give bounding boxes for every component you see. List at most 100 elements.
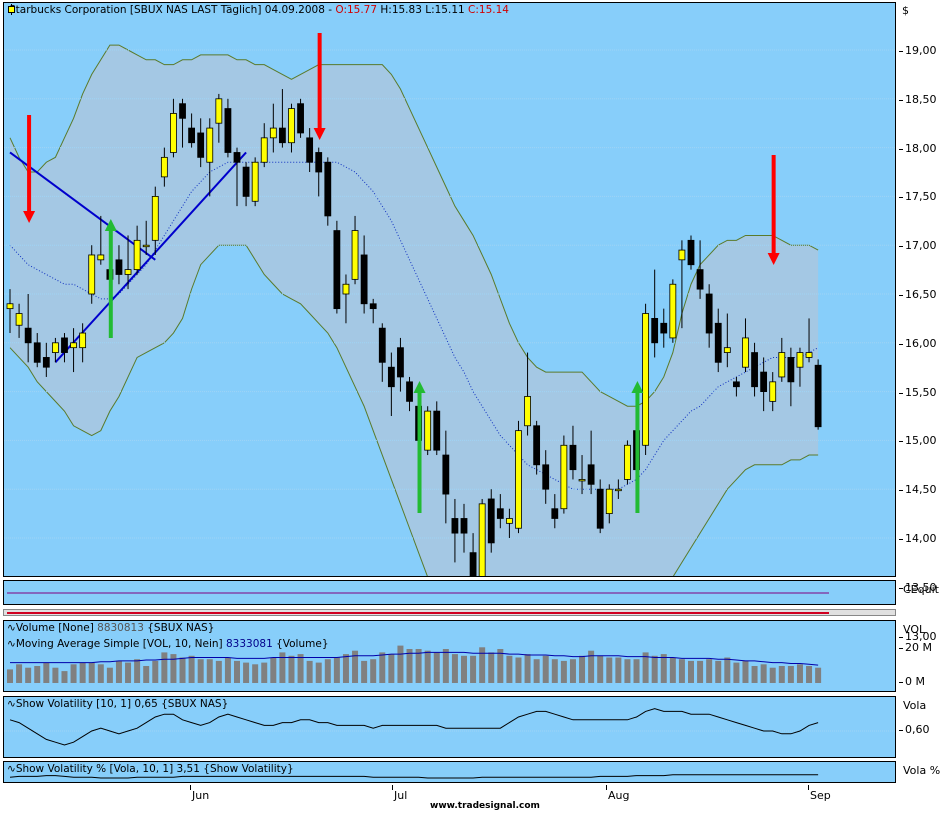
- volume-bar: [424, 650, 431, 683]
- volume-bar: [706, 659, 713, 683]
- volume-bar: [279, 652, 286, 683]
- candle-up: [70, 342, 77, 349]
- candle-down: [760, 371, 768, 392]
- volatility-pct-panel[interactable]: ∿Show Volatility % [Vola, 10, 1] 3,51 {S…: [3, 761, 896, 783]
- volume-bar: [52, 667, 59, 683]
- footer-brand: www.tradesignal.com: [430, 801, 540, 811]
- sell-arrow-icon: [313, 33, 326, 140]
- price-tick-mark: [899, 539, 903, 540]
- candle-down: [469, 552, 477, 576]
- time-tick-label: Aug: [608, 789, 630, 802]
- equity-panel[interactable]: [3, 580, 896, 605]
- candle-down: [487, 498, 495, 544]
- volume-bar: [724, 657, 731, 683]
- candle-down: [406, 381, 413, 402]
- volume-bar: [678, 659, 685, 683]
- time-tick-label: Jul: [394, 789, 408, 802]
- volume-bar: [215, 660, 222, 683]
- price-tick-label: 13,50: [905, 580, 937, 594]
- volume-bar: [597, 655, 604, 683]
- close-price: C:15.14: [468, 4, 509, 16]
- candle-up: [678, 249, 686, 261]
- candle-down: [533, 425, 541, 466]
- volume-bar: [252, 664, 259, 683]
- volume-ma-line: [10, 651, 819, 666]
- candle-up: [160, 156, 168, 178]
- volatility-chart: [4, 708, 895, 746]
- candle-down: [733, 381, 740, 388]
- volume-bar: [197, 659, 204, 683]
- volume-bar: [324, 659, 331, 683]
- buy-arrow-icon: [413, 381, 426, 513]
- volatility-pct-title: ∿Show Volatility % [Vola, 10, 1] 3,51 {S…: [7, 763, 294, 775]
- trend-line: [9, 151, 156, 261]
- candle-up: [578, 479, 586, 482]
- volume-bar: [7, 669, 13, 683]
- candle-down: [587, 464, 595, 485]
- candle-down: [224, 108, 232, 153]
- volume-bar: [569, 659, 576, 683]
- volume-value: 8830813: [97, 622, 144, 634]
- candle-up: [142, 244, 150, 248]
- bollinger-mid-line: [9, 161, 819, 490]
- volatility-pct-axis-label: Vola %: [903, 764, 941, 777]
- candle-down: [660, 322, 668, 334]
- candle-up: [79, 332, 87, 349]
- volume-bar: [406, 649, 413, 683]
- volume-bar: [497, 649, 504, 683]
- volume-ma-value: 8333081: [225, 638, 273, 650]
- volume-bar: [234, 660, 240, 683]
- candle-up: [614, 488, 622, 492]
- trend-line: [54, 151, 247, 363]
- volume-chart: [7, 645, 822, 683]
- volume-bar: [588, 650, 595, 683]
- candle-up: [769, 381, 777, 402]
- volume-panel[interactable]: ∿Volume [None] 8830813 {SBUX NAS} ∿Movin…: [3, 620, 896, 692]
- volume-bar: [688, 660, 694, 683]
- price-tick-label: 15,00: [905, 434, 937, 448]
- candle-down: [333, 230, 341, 310]
- candle-down: [378, 327, 386, 363]
- open-price: O:15.77: [335, 4, 378, 16]
- candle-down: [651, 317, 659, 344]
- volume-bar: [542, 655, 549, 683]
- volume-bar: [397, 645, 404, 683]
- candle-down: [197, 132, 205, 158]
- price-tick-mark: [899, 148, 903, 150]
- volume-bar: [179, 657, 186, 683]
- volatility-panel[interactable]: ∿Show Volatility [10, 1] 0,65 {SBUX NAS}: [3, 696, 896, 758]
- volume-bar: [579, 655, 586, 683]
- candle-down: [714, 322, 722, 363]
- volume-bar: [506, 655, 513, 683]
- high-price: H:15.83: [380, 4, 422, 16]
- candle-down: [115, 259, 123, 275]
- panel-separator: [3, 609, 896, 616]
- candle-up: [215, 98, 223, 124]
- price-axis: $ 19,00 18,50 18,00 17,50 17,00 16,50 16,00 15,…: [899, 2, 946, 643]
- candle-down: [460, 518, 468, 534]
- price-tick-mark: [899, 587, 903, 589]
- candle-down: [433, 410, 441, 451]
- volume-bar: [669, 657, 676, 683]
- buy-arrow-icon-head: [631, 381, 644, 393]
- volume-bar: [796, 664, 803, 683]
- volume-bar: [97, 664, 104, 683]
- volume-title: ∿Volume [None] 8830813 {SBUX NAS}: [7, 622, 215, 634]
- candle-up: [151, 195, 159, 241]
- candle-up: [97, 254, 105, 261]
- volume-bar: [315, 662, 322, 683]
- volume-bar: [115, 660, 122, 683]
- low-price: L:15.11: [425, 4, 465, 16]
- volume-bar: [70, 664, 77, 683]
- volume-bar: [760, 664, 767, 683]
- candle-up: [260, 137, 268, 163]
- candle-down: [787, 357, 795, 383]
- volatility-axis-label: Vola: [903, 699, 927, 712]
- volume-bar: [388, 654, 395, 683]
- candle-up: [342, 283, 350, 295]
- candle-up: [124, 269, 132, 275]
- volume-bar: [815, 667, 822, 683]
- indicator-icon: ∿: [7, 763, 16, 775]
- price-panel[interactable]: Starbucks Corporation [SBUX NAS LAST Täg…: [3, 2, 896, 577]
- price-tick-mark: [899, 99, 903, 101]
